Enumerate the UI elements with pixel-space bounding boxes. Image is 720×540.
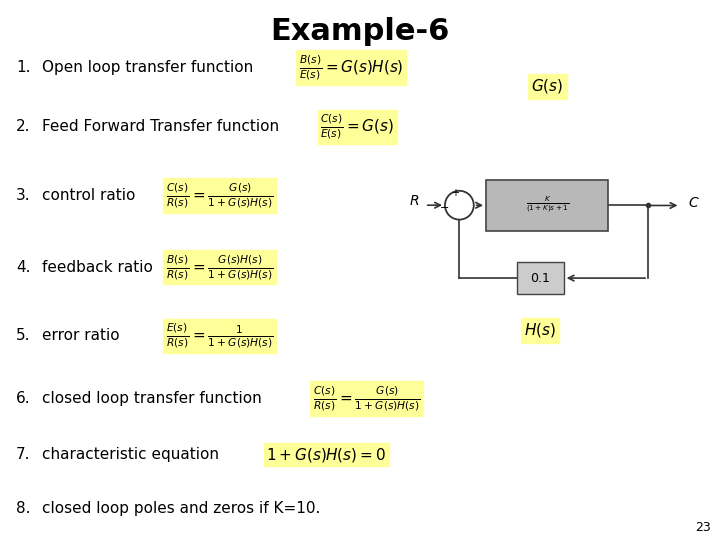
- Text: $\frac{B(s)}{R(s)} = \frac{G(s)H(s)}{1+G(s)H(s)}$: $\frac{B(s)}{R(s)} = \frac{G(s)H(s)}{1+G…: [166, 253, 273, 281]
- Text: $C$: $C$: [688, 196, 699, 210]
- Text: $\frac{C(s)}{R(s)} = \frac{G(s)}{1+G(s)H(s)}$: $\frac{C(s)}{R(s)} = \frac{G(s)}{1+G(s)H…: [313, 384, 420, 413]
- Text: 3.: 3.: [16, 188, 30, 203]
- Text: error ratio: error ratio: [42, 328, 120, 343]
- Text: $\frac{K}{(1+K)s+1}$: $\frac{K}{(1+K)s+1}$: [526, 195, 569, 215]
- Text: $R$: $R$: [409, 194, 419, 208]
- Text: +: +: [451, 188, 459, 198]
- Text: $1 + G(s)H(s) = 0$: $1 + G(s)H(s) = 0$: [266, 446, 386, 464]
- Text: 23: 23: [696, 521, 711, 534]
- Text: $H(s)$: $H(s)$: [524, 321, 556, 340]
- Text: control ratio: control ratio: [42, 188, 135, 203]
- Text: −: −: [440, 203, 450, 213]
- Text: 1.: 1.: [16, 60, 30, 75]
- Text: 6.: 6.: [16, 391, 30, 406]
- Text: Feed Forward Transfer function: Feed Forward Transfer function: [42, 119, 279, 134]
- Text: 5.: 5.: [16, 328, 30, 343]
- Text: closed loop transfer function: closed loop transfer function: [42, 391, 261, 406]
- Text: feedback ratio: feedback ratio: [42, 260, 153, 275]
- Text: Open loop transfer function: Open loop transfer function: [42, 60, 253, 75]
- Text: $\frac{E(s)}{R(s)} = \frac{1}{1+G(s)H(s)}$: $\frac{E(s)}{R(s)} = \frac{1}{1+G(s)H(s)…: [166, 322, 273, 350]
- Text: closed loop poles and zeros if K=10.: closed loop poles and zeros if K=10.: [42, 501, 320, 516]
- Text: 4.: 4.: [16, 260, 30, 275]
- Text: 2.: 2.: [16, 119, 30, 134]
- Text: $G(s)$: $G(s)$: [531, 77, 563, 96]
- Text: 8.: 8.: [16, 501, 30, 516]
- FancyBboxPatch shape: [517, 262, 564, 294]
- Text: $\frac{C(s)}{R(s)} = \frac{G(s)}{1+G(s)H(s)}$: $\frac{C(s)}{R(s)} = \frac{G(s)}{1+G(s)H…: [166, 181, 273, 210]
- Text: Example-6: Example-6: [270, 17, 450, 46]
- Text: characteristic equation: characteristic equation: [42, 447, 219, 462]
- Text: $\frac{B(s)}{E(s)} = G(s)H(s)$: $\frac{B(s)}{E(s)} = G(s)H(s)$: [299, 53, 403, 82]
- FancyBboxPatch shape: [486, 180, 608, 231]
- Text: 0.1: 0.1: [531, 272, 550, 285]
- Text: $\frac{C(s)}{E(s)} = G(s)$: $\frac{C(s)}{E(s)} = G(s)$: [320, 113, 395, 141]
- Text: 7.: 7.: [16, 447, 30, 462]
